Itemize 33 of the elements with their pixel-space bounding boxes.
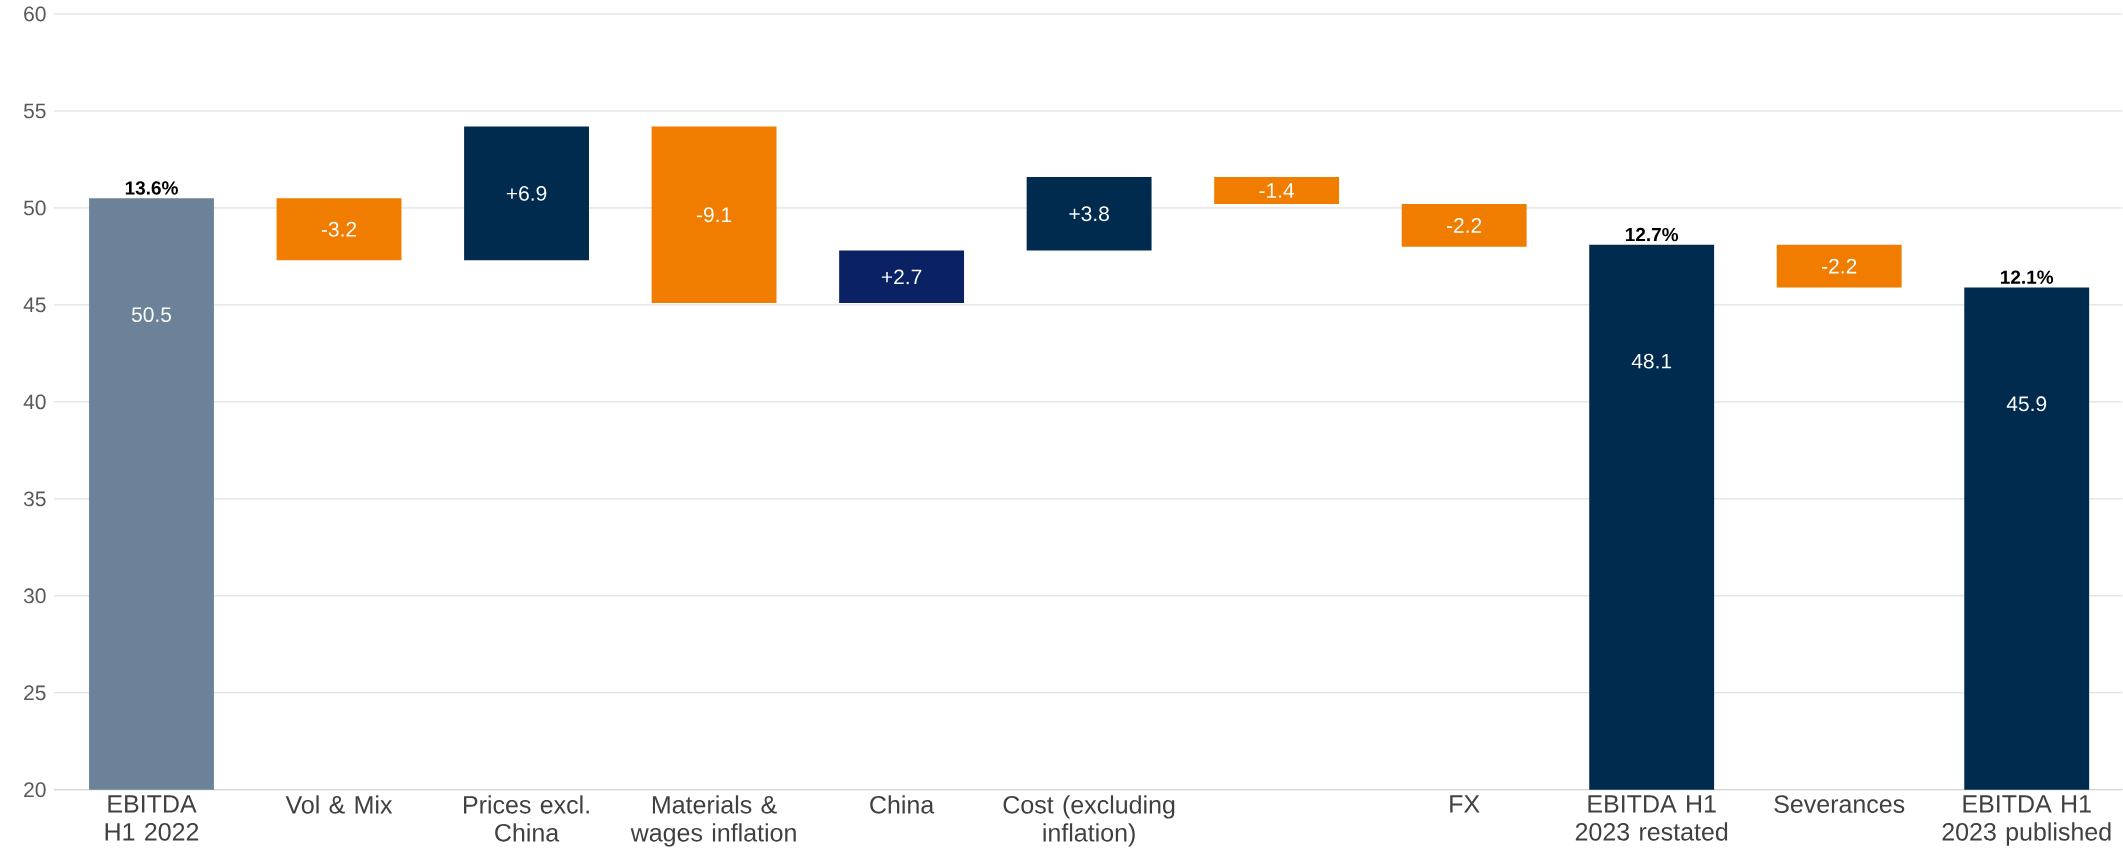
x-tick-label: EBITDA H1 2023 restated — [1575, 795, 1728, 841]
annotation: 12.7% — [1625, 227, 1679, 242]
y-tick-label: 50 — [23, 200, 46, 216]
x-tick-label: Prices excl. China — [464, 795, 589, 842]
x-tick-label: EBITDA H1 2023 published — [1942, 795, 2111, 846]
data-label: +3.8 — [1069, 206, 1109, 222]
data-label: 45.9 — [2006, 396, 2047, 412]
data-label: 48.1 — [1631, 353, 1672, 369]
data-label: -9.1 — [696, 207, 732, 223]
annotation: 12.1% — [2000, 270, 2054, 285]
y-tick-label: 60 — [24, 6, 46, 22]
data-label: -2.2 — [1446, 218, 1482, 233]
data-label: -2.2 — [1822, 258, 1857, 274]
y-tick-label: 25 — [24, 685, 46, 701]
data-label: +6.9 — [506, 186, 547, 201]
data-label: 50.5 — [131, 307, 172, 323]
x-tick-label: EBITDA H1 2022 — [105, 795, 199, 841]
x-tick-label: China — [870, 795, 935, 814]
y-tick-label: 45 — [23, 297, 46, 313]
y-tick-label: 40 — [23, 394, 46, 410]
data-label: -1.4 — [1259, 183, 1295, 198]
x-tick-label: FX — [1450, 795, 1480, 813]
y-tick-label: 30 — [23, 588, 46, 604]
annotation: 13.6% — [125, 181, 178, 195]
x-tick-label: Materials & wages inflation — [630, 795, 796, 847]
y-tick-label: 35 — [23, 491, 46, 507]
y-tick-label: 20 — [24, 782, 46, 798]
data-label: -3.2 — [321, 221, 357, 237]
data-label: +2.7 — [881, 269, 922, 285]
x-tick-label: Vol & Mix — [285, 795, 393, 814]
y-tick-label: 55 — [23, 103, 46, 119]
x-tick-label: Severances — [1774, 795, 1905, 814]
x-tick-label: Cost (excluding inflation) — [1003, 795, 1175, 847]
